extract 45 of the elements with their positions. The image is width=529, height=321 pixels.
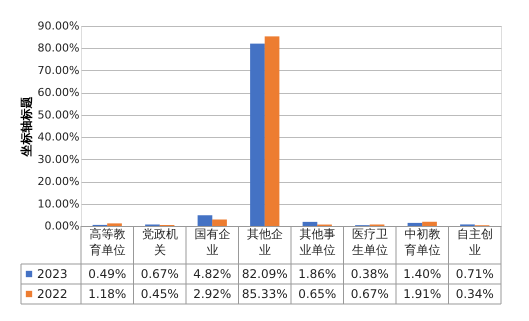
bar (198, 215, 212, 226)
y-tick-label: 60.00% (38, 86, 80, 100)
data-label: 0.49% (88, 267, 126, 281)
bar (107, 223, 122, 226)
y-tick-label: 20.00% (38, 175, 80, 188)
y-tick-label: 40.00% (38, 130, 80, 144)
y-tick-label: 80.00% (38, 42, 80, 55)
x-tick-label: 其他企业 (246, 227, 283, 257)
data-label: 1.86% (298, 267, 336, 281)
y-tick-label: 50.00% (38, 108, 80, 122)
data-label: 0.67% (140, 267, 179, 281)
x-tick-label: 国有企业 (194, 227, 230, 257)
data-label: 0.65% (298, 287, 336, 301)
bar (408, 222, 422, 226)
bar (212, 220, 227, 226)
data-label: 1.91% (403, 287, 442, 301)
y-axis-title: 坐标轴标题 (20, 96, 34, 158)
x-tick-label: 中初教育单位 (404, 227, 440, 257)
y-tick-label: 0.00% (44, 220, 80, 232)
data-label: 0.34% (456, 287, 494, 301)
legend-label: 2022 (37, 287, 68, 301)
data-label: 4.82% (193, 267, 232, 281)
legend-label: 2023 (37, 267, 68, 281)
x-tick-label: 高等教育单位 (89, 227, 126, 257)
y-tick-label: 70.00% (38, 64, 80, 77)
bar (264, 36, 280, 226)
data-label: 0.38% (350, 267, 389, 281)
x-tick-label: 其他事业单位 (299, 227, 336, 257)
x-tick-label: 自主创业 (456, 227, 493, 257)
x-tick-label: 医疗卫生单位 (352, 227, 388, 257)
x-tick-label: 党政机关 (142, 227, 178, 257)
data-label: 0.45% (140, 287, 179, 301)
bar (250, 44, 265, 226)
y-tick-label: 10.00% (38, 197, 80, 210)
bar (422, 222, 437, 226)
data-label: 1.40% (403, 267, 442, 281)
data-label: 82.09% (242, 267, 288, 281)
data-label: 2.92% (193, 287, 232, 301)
bar (302, 222, 318, 226)
y-tick-label: 90.00% (38, 20, 80, 32)
y-tick-label: 30.00% (38, 152, 80, 166)
data-label: 85.33% (242, 287, 288, 301)
data-label: 0.67% (350, 287, 389, 301)
data-label: 1.18% (88, 287, 126, 301)
data-label: 0.71% (456, 267, 494, 281)
